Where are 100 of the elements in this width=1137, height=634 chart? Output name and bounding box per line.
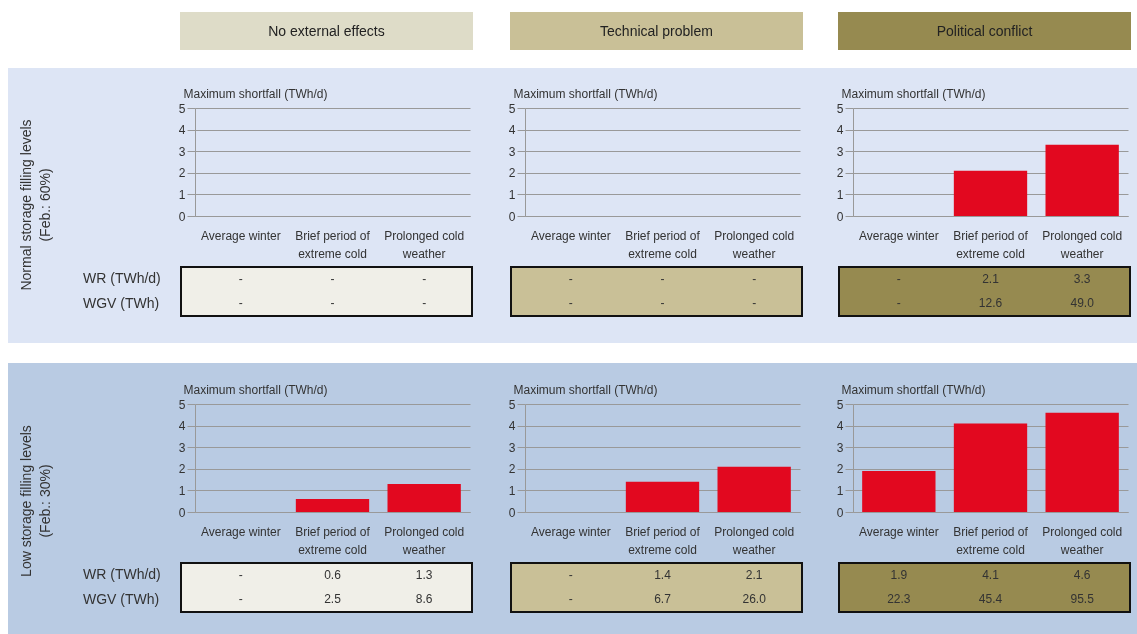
text: - (896, 296, 901, 310)
data-label: - (568, 272, 573, 286)
x-tick-label: Brief period of extreme cold (625, 524, 701, 557)
text: 26.0 (742, 592, 766, 606)
text: - (568, 296, 573, 310)
text: WR (TWh/d) (83, 566, 161, 582)
text: 45.4 (978, 592, 1003, 606)
data-label: - (752, 272, 757, 286)
y-tick-label: 2 (508, 166, 516, 181)
data-label: 1.3 (415, 568, 433, 582)
y-tick-label: 1 (836, 187, 844, 202)
y-tick-label: 3 (508, 440, 516, 455)
data-label: 1.4 (654, 568, 671, 582)
text: - (568, 592, 573, 606)
x-tick-label: Brief period of extreme cold (295, 228, 371, 261)
y-tick-label: 3 (836, 440, 844, 455)
y-tick-label: 5 (836, 397, 844, 412)
y-tick-label: 5 (508, 101, 516, 116)
x-tick-label: Brief period of extreme cold (625, 228, 701, 261)
x-tick-label: Average winter (858, 524, 939, 539)
y-tick-label: 0 (178, 209, 186, 224)
y-tick-label: 5 (178, 397, 186, 412)
y-axis-title: Maximum shortfall (TWh/d) (841, 86, 986, 101)
y-tick-label: 3 (508, 144, 516, 159)
y-tick-label: 2 (178, 462, 186, 477)
data-label: - (568, 568, 573, 582)
text: Normal storage filling levels (Feb.: 60%) (17, 118, 54, 293)
y-tick-label: 0 (836, 505, 844, 520)
x-tick-label: Brief period of extreme cold (295, 524, 371, 557)
y-tick-label: 2 (178, 166, 186, 181)
text: WGV (TWh) (83, 295, 160, 311)
data-label: - (330, 272, 335, 286)
y-tick-label: 4 (508, 419, 516, 434)
y-tick-label: 0 (508, 505, 516, 520)
data-label: 2.1 (745, 568, 763, 582)
x-tick-label: Prolonged cold weather (714, 524, 795, 557)
data-label: 2.1 (982, 272, 999, 286)
x-tick-label: Prolonged cold weather (384, 524, 465, 557)
y-tick-label: 1 (836, 483, 844, 498)
x-tick-label: Average winter (858, 228, 939, 243)
x-tick-label: Prolonged cold weather (1042, 524, 1123, 557)
chart-title: Political conflict (838, 12, 1131, 50)
text: 49.0 (1070, 296, 1094, 310)
y-tick-label: 3 (178, 144, 186, 159)
x-tick-label: Average winter (530, 524, 611, 539)
text: - (422, 296, 427, 310)
text: 12.6 (978, 296, 1003, 310)
bar (1045, 412, 1119, 512)
y-tick-label: 4 (836, 419, 844, 434)
text: - (238, 296, 243, 310)
data-label: - (660, 272, 665, 286)
data-label: - (896, 272, 901, 286)
y-tick-label: 5 (178, 101, 186, 116)
y-axis-title: Maximum shortfall (TWh/d) (183, 86, 328, 101)
x-tick-label: Average winter (200, 228, 281, 243)
x-tick-label: Prolonged cold weather (384, 228, 465, 261)
text: - (660, 296, 665, 310)
y-tick-label: 3 (836, 144, 844, 159)
y-tick-label: 1 (178, 483, 186, 498)
y-tick-label: 0 (836, 209, 844, 224)
text: 2.5 (324, 592, 341, 606)
text: WR (TWh/d) (83, 270, 161, 286)
chart-title: No external effects (180, 12, 473, 50)
x-tick-label: Prolonged cold weather (1042, 228, 1123, 261)
y-axis-title: Maximum shortfall (TWh/d) (513, 382, 658, 397)
x-tick-label: Brief period of extreme cold (953, 228, 1029, 261)
x-tick-label: Average winter (200, 524, 281, 539)
text: - (330, 296, 335, 310)
x-tick-label: Average winter (530, 228, 611, 243)
y-tick-label: 0 (508, 209, 516, 224)
x-tick-label: Prolonged cold weather (714, 228, 795, 261)
y-axis-title: Maximum shortfall (TWh/d) (183, 382, 328, 397)
data-label: - (238, 272, 243, 286)
bar (862, 470, 936, 512)
y-tick-label: 5 (836, 101, 844, 116)
text: 8.6 (415, 592, 433, 606)
data-label: 1.9 (890, 568, 908, 582)
y-tick-label: 1 (508, 483, 516, 498)
y-tick-label: 1 (178, 187, 186, 202)
y-tick-label: 4 (178, 419, 186, 434)
y-axis-title: Maximum shortfall (TWh/d) (513, 86, 658, 101)
data-label: 4.1 (982, 568, 999, 582)
y-tick-label: 4 (836, 123, 844, 138)
y-tick-label: 4 (508, 123, 516, 138)
y-axis-title: Maximum shortfall (TWh/d) (841, 382, 986, 397)
text: - (752, 296, 757, 310)
bar (953, 423, 1028, 512)
data-label: - (422, 272, 427, 286)
y-tick-label: 2 (836, 462, 844, 477)
data-label: - (238, 568, 243, 582)
text: Low storage filling levels (Feb.: 30%) (17, 424, 54, 579)
x-tick-label: Brief period of extreme cold (953, 524, 1029, 557)
text: - (238, 592, 243, 606)
chart-title: Technical problem (510, 12, 803, 50)
text: 6.7 (654, 592, 671, 606)
text: WGV (TWh) (83, 591, 160, 607)
text: 95.5 (1070, 592, 1094, 606)
y-tick-label: 5 (508, 397, 516, 412)
text: 22.3 (887, 592, 911, 606)
data-label: 4.6 (1073, 568, 1091, 582)
